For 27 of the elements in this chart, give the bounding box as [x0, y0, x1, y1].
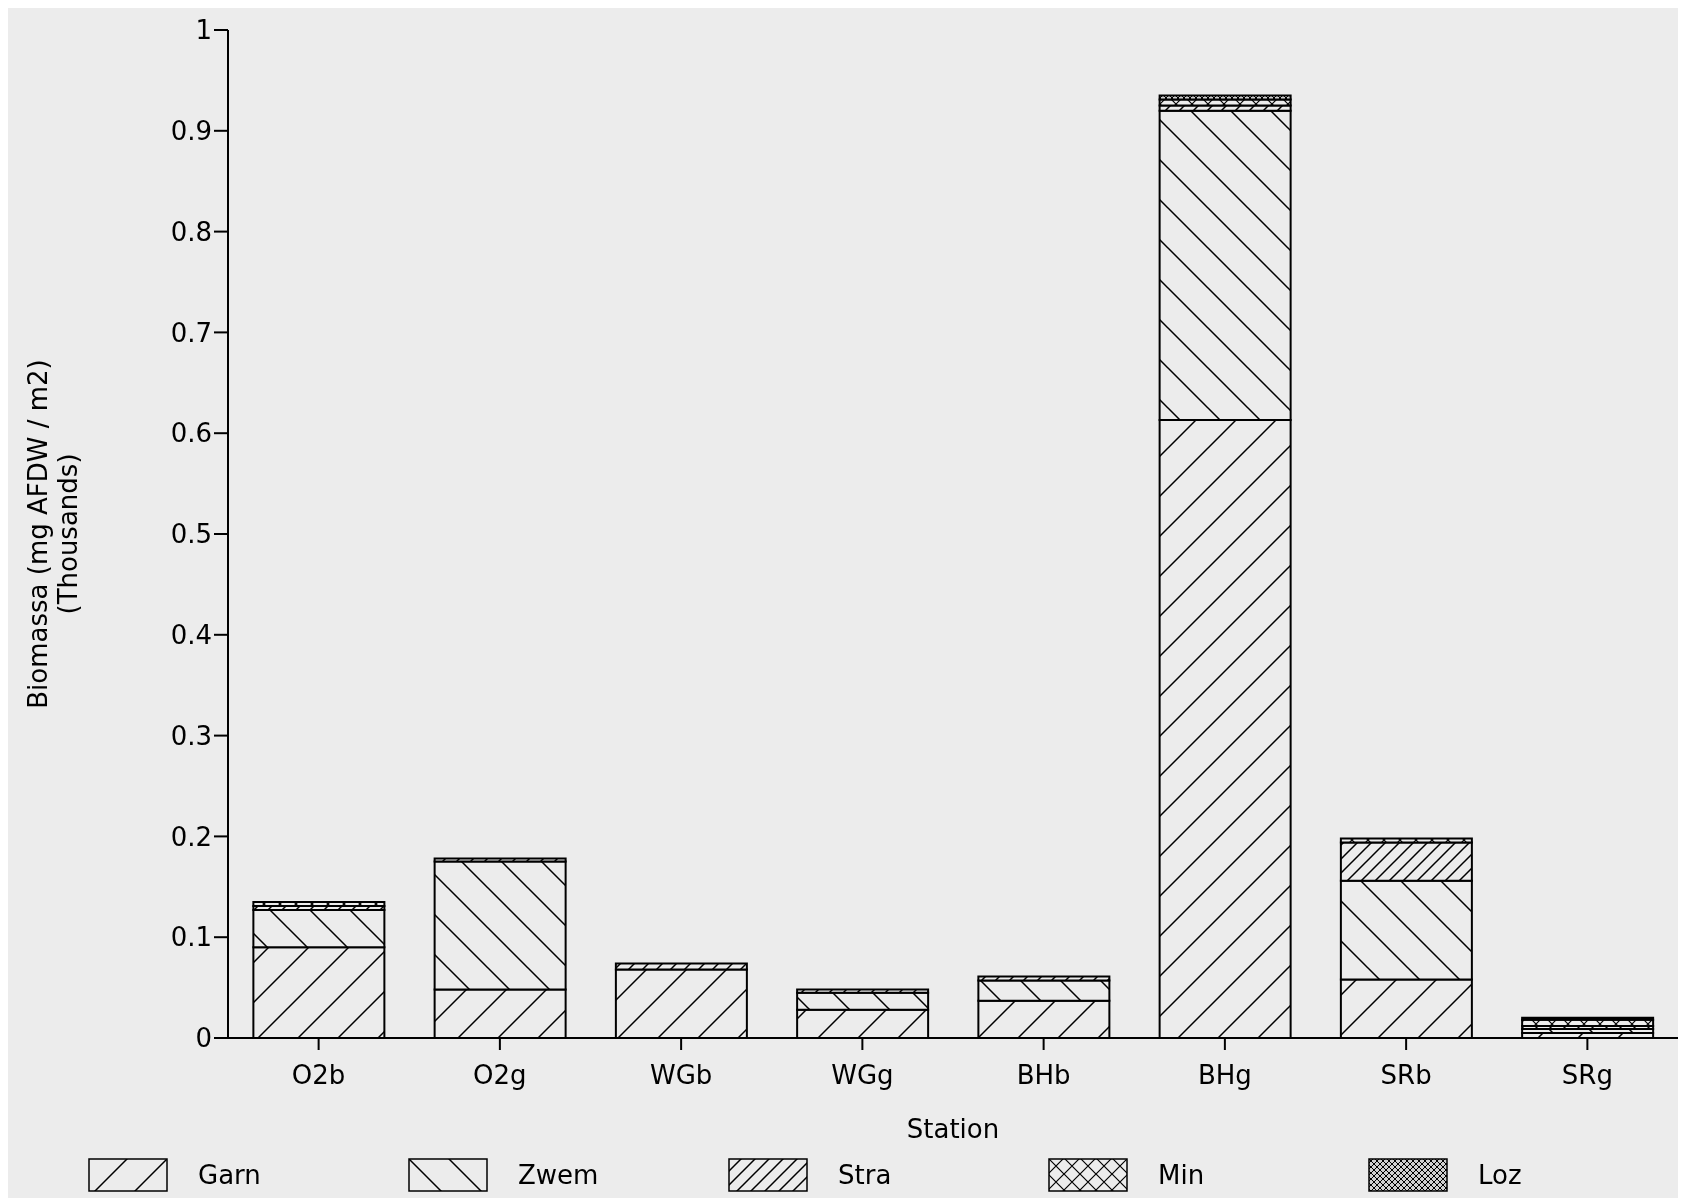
y-tick-label: 0.6: [170, 418, 212, 449]
legend-label: Min: [1158, 1160, 1205, 1190]
x-tick-label: BHg: [1197, 1060, 1252, 1091]
y-tick-label: 0.5: [170, 519, 212, 550]
x-tick-label: BHb: [1016, 1060, 1071, 1091]
legend-label: Zwem: [518, 1160, 599, 1190]
bar: [252, 900, 386, 907]
legend-label: Garn: [198, 1160, 261, 1190]
y-tick-label: 0.2: [170, 821, 212, 852]
x-tick-label: O2g: [473, 1060, 527, 1091]
y-tick-label: 0.8: [170, 216, 212, 247]
y-tick-label: 0.3: [170, 720, 212, 751]
y-axis-title: Biomassa (mg AFDW / m2) (Thousands): [23, 359, 83, 709]
legend-label: Stra: [838, 1160, 892, 1190]
y-tick-label: 0.4: [170, 620, 212, 651]
y-tick-label: 0.7: [170, 317, 212, 348]
legend-label: Loz: [1478, 1160, 1522, 1190]
y-tick-label: 0: [195, 1023, 212, 1054]
y-tick-label: 1: [195, 15, 212, 46]
x-tick-label: O2b: [291, 1060, 346, 1091]
x-tick-label: SRg: [1561, 1060, 1613, 1091]
x-tick-label: WGb: [649, 1060, 713, 1091]
y-tick-label: 0.1: [170, 922, 212, 953]
x-tick-label: WGg: [831, 1060, 894, 1091]
y-tick-label: 0.9: [170, 116, 212, 147]
x-tick-label: SRb: [1380, 1060, 1432, 1091]
x-axis-title: Station: [906, 1114, 1000, 1144]
